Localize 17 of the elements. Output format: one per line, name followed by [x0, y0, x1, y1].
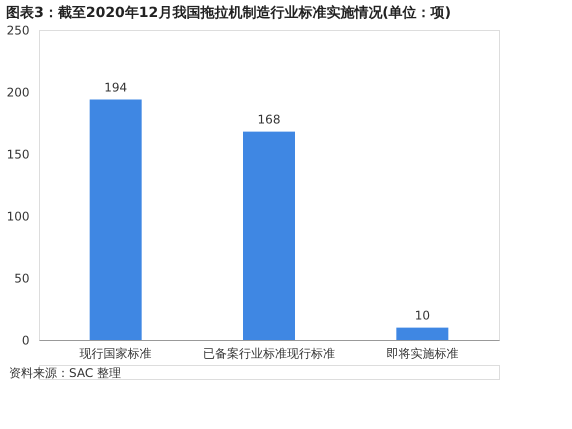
bar: [90, 99, 142, 340]
data-label: 168: [258, 112, 280, 127]
y-tick-label: 150: [6, 148, 30, 162]
y-tick-label: 200: [6, 86, 30, 100]
y-tick-label: 100: [6, 210, 30, 224]
y-tick-label: 0: [22, 334, 30, 348]
x-tick-label: 已备案行业标准现行标准: [203, 346, 335, 360]
y-tick-label: 50: [14, 272, 30, 286]
x-tick-label: 即将实施标准: [386, 346, 458, 360]
text: 资料来源：SAC 整理: [9, 366, 122, 380]
chart-title: 图表3：截至2020年12月我国拖拉机制造行业标准实施情况(单位：项): [6, 4, 452, 21]
y-tick-label: 250: [6, 24, 30, 38]
data-label: 194: [104, 80, 128, 94]
x-tick-label: 现行国家标准: [80, 346, 152, 360]
data-label: 10: [414, 308, 430, 323]
bar: [396, 328, 448, 340]
bar: [243, 132, 295, 340]
